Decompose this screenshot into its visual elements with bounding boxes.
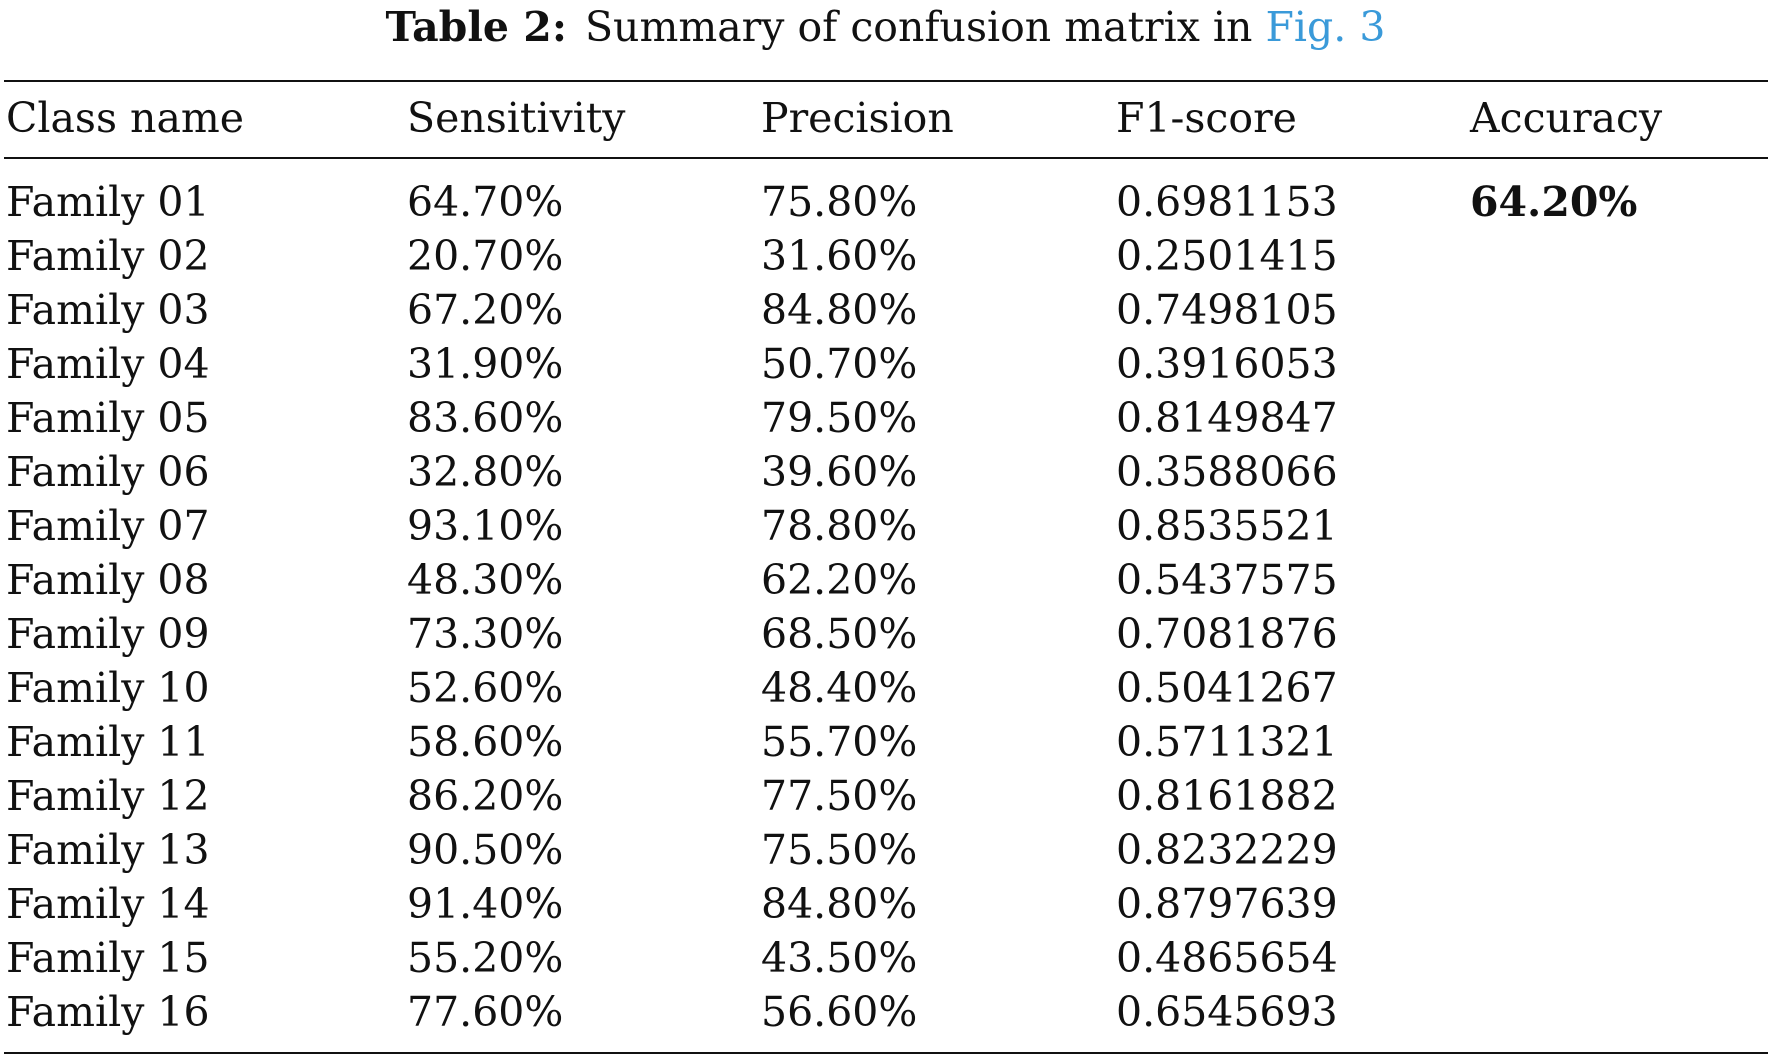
f1-score-cell: 0.6545693 [1116,988,1338,1036]
precision-cell: 50.70% [761,340,918,388]
f1-score-cell: 0.5711321 [1116,718,1338,766]
class-name-cell: Family 11 [6,718,210,766]
table-body: Family 01 64.70% 75.80% 0.6981153 64.20% Fami… [0,175,1771,1045]
table-bottom-rule [4,1052,1768,1054]
table-row: Family 14 91.40% 84.80% 0.8797639 [0,877,1771,931]
sensitivity-cell: 32.80% [407,448,564,496]
class-name-cell: Family 16 [6,988,210,1036]
precision-cell: 31.60% [761,232,918,280]
f1-score-cell: 0.7081876 [1116,610,1338,658]
sensitivity-cell: 67.20% [407,286,564,334]
sensitivity-cell: 91.40% [407,880,564,928]
sensitivity-cell: 48.30% [407,556,564,604]
sensitivity-cell: 83.60% [407,394,564,442]
table-row: Family 05 83.60% 79.50% 0.8149847 [0,391,1771,445]
class-name-cell: Family 09 [6,610,210,658]
class-name-cell: Family 10 [6,664,210,712]
precision-cell: 75.50% [761,826,918,874]
table-row: Family 11 58.60% 55.70% 0.5711321 [0,715,1771,769]
sensitivity-cell: 64.70% [407,178,564,226]
table-row: Family 13 90.50% 75.50% 0.8232229 [0,823,1771,877]
table-row: Family 07 93.10% 78.80% 0.8535521 [0,499,1771,553]
f1-score-cell: 0.8149847 [1116,394,1338,442]
column-header-class-name: Class name [6,94,245,142]
table-row: Family 04 31.90% 50.70% 0.3916053 [0,337,1771,391]
precision-cell: 48.40% [761,664,918,712]
sensitivity-cell: 31.90% [407,340,564,388]
f1-score-cell: 0.3588066 [1116,448,1338,496]
table-row: Family 12 86.20% 77.50% 0.8161882 [0,769,1771,823]
f1-score-cell: 0.4865654 [1116,934,1338,982]
table-row: Family 06 32.80% 39.60% 0.3588066 [0,445,1771,499]
class-name-cell: Family 02 [6,232,210,280]
sensitivity-cell: 55.20% [407,934,564,982]
figure-link[interactable]: Fig. 3 [1265,3,1386,51]
precision-cell: 55.70% [761,718,918,766]
f1-score-cell: 0.7498105 [1116,286,1338,334]
precision-cell: 68.50% [761,610,918,658]
class-name-cell: Family 07 [6,502,210,550]
sensitivity-cell: 77.60% [407,988,564,1036]
sensitivity-cell: 20.70% [407,232,564,280]
f1-score-cell: 0.8797639 [1116,880,1338,928]
table-row: Family 10 52.60% 48.40% 0.5041267 [0,661,1771,715]
precision-cell: 78.80% [761,502,918,550]
table-row: Family 01 64.70% 75.80% 0.6981153 64.20% [0,175,1771,229]
table-row: Family 08 48.30% 62.20% 0.5437575 [0,553,1771,607]
f1-score-cell: 0.8232229 [1116,826,1338,874]
sensitivity-cell: 90.50% [407,826,564,874]
table-row: Family 16 77.60% 56.60% 0.6545693 [0,985,1771,1039]
table-row: Family 09 73.30% 68.50% 0.7081876 [0,607,1771,661]
class-name-cell: Family 06 [6,448,210,496]
precision-cell: 79.50% [761,394,918,442]
column-header-precision: Precision [761,94,954,142]
sensitivity-cell: 73.30% [407,610,564,658]
class-name-cell: Family 15 [6,934,210,982]
column-header-sensitivity: Sensitivity [407,94,626,142]
column-header-f1-score: F1-score [1116,94,1297,142]
class-name-cell: Family 03 [6,286,210,334]
precision-cell: 43.50% [761,934,918,982]
table-caption: Table 2: Summary of confusion matrix in F… [0,2,1771,52]
f1-score-cell: 0.8535521 [1116,502,1338,550]
class-name-cell: Family 12 [6,772,210,820]
sensitivity-cell: 52.60% [407,664,564,712]
f1-score-cell: 0.8161882 [1116,772,1338,820]
precision-cell: 77.50% [761,772,918,820]
sensitivity-cell: 86.20% [407,772,564,820]
accuracy-cell: 64.20% [1470,178,1638,226]
table-caption-label: Table 2: [385,3,567,51]
class-name-cell: Family 05 [6,394,210,442]
f1-score-cell: 0.3916053 [1116,340,1338,388]
table-row: Family 03 67.20% 84.80% 0.7498105 [0,283,1771,337]
class-name-cell: Family 04 [6,340,210,388]
table-top-rule [4,80,1768,82]
sensitivity-cell: 58.60% [407,718,564,766]
precision-cell: 84.80% [761,880,918,928]
table-row: Family 02 20.70% 31.60% 0.2501415 [0,229,1771,283]
column-header-accuracy: Accuracy [1470,94,1663,142]
table-header-row: Class name Sensitivity Precision F1-scor… [0,85,1771,151]
class-name-cell: Family 08 [6,556,210,604]
table-row: Family 15 55.20% 43.50% 0.4865654 [0,931,1771,985]
precision-cell: 75.80% [761,178,918,226]
class-name-cell: Family 13 [6,826,210,874]
table-caption-text: Summary of confusion matrix in [584,3,1253,51]
sensitivity-cell: 93.10% [407,502,564,550]
f1-score-cell: 0.5041267 [1116,664,1338,712]
f1-score-cell: 0.5437575 [1116,556,1338,604]
class-name-cell: Family 14 [6,880,210,928]
precision-cell: 39.60% [761,448,918,496]
precision-cell: 84.80% [761,286,918,334]
f1-score-cell: 0.6981153 [1116,178,1338,226]
table-header-rule [4,157,1768,159]
precision-cell: 56.60% [761,988,918,1036]
class-name-cell: Family 01 [6,178,210,226]
f1-score-cell: 0.2501415 [1116,232,1338,280]
precision-cell: 62.20% [761,556,918,604]
